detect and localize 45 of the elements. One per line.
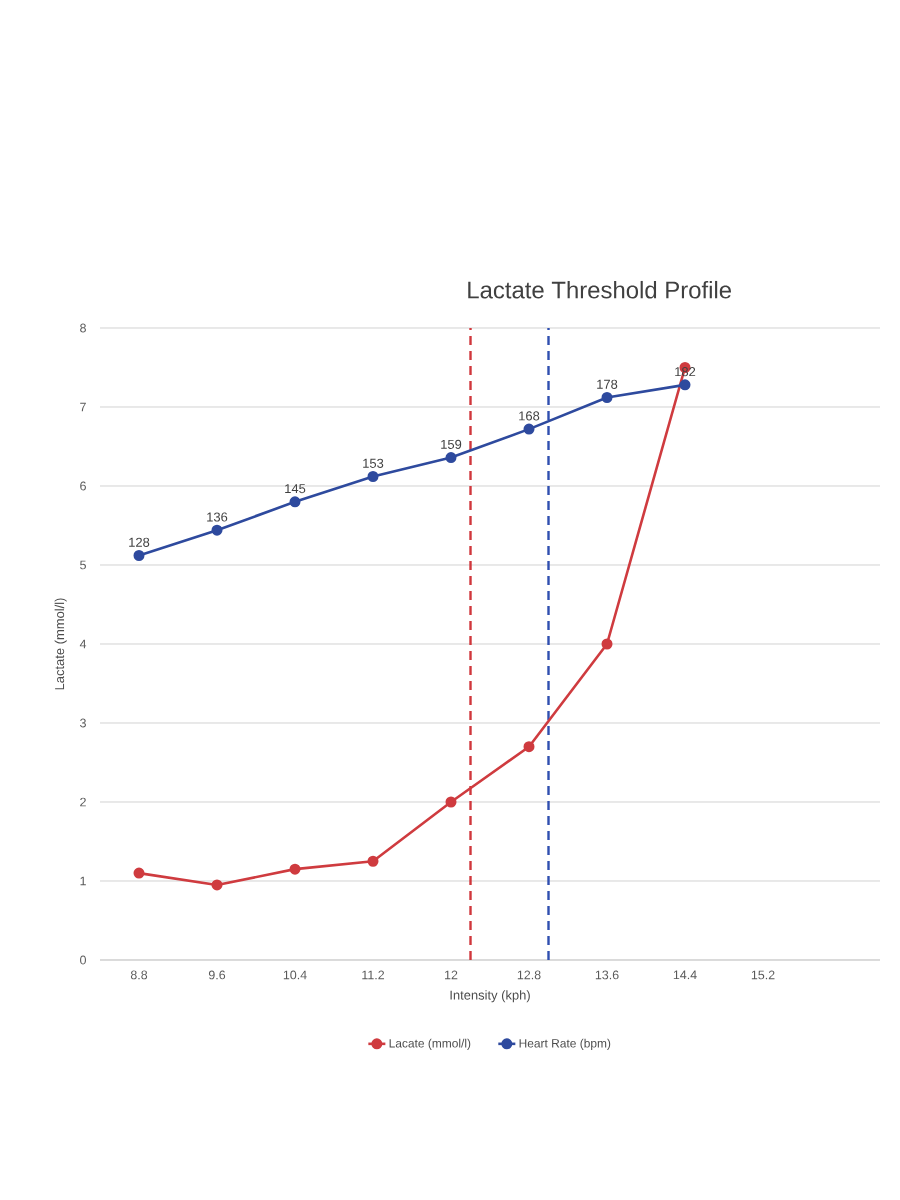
point — [679, 379, 691, 391]
point — [289, 863, 301, 875]
x-tick-label: 11.2 — [362, 970, 385, 980]
point — [523, 741, 535, 753]
data-label: 159 — [441, 439, 462, 449]
y-tick-label: 3 — [80, 718, 86, 728]
point — [601, 638, 613, 650]
x-tick-label: 8.8 — [130, 970, 148, 980]
point — [367, 855, 379, 867]
point — [133, 867, 145, 879]
data-label: 136 — [207, 512, 228, 522]
data-label: 153 — [363, 458, 384, 468]
x-tick-label: 12 — [445, 970, 458, 980]
x-tick-label: 10.4 — [283, 970, 307, 980]
y-tick-label: 7 — [80, 402, 86, 412]
data-label: 168 — [519, 411, 540, 421]
point — [211, 879, 223, 891]
legend-label: Heart Rate (bpm) — [519, 1038, 611, 1050]
x-tick-label: 9.6 — [208, 970, 226, 980]
point — [523, 423, 535, 435]
point — [289, 496, 301, 508]
point — [445, 796, 457, 808]
data-label: 128 — [129, 537, 150, 547]
y-tick-label: 6 — [80, 481, 86, 491]
y-tick-label: 1 — [80, 876, 86, 886]
point — [133, 550, 145, 562]
y-tick-label: 4 — [79, 639, 87, 649]
data-label: 145 — [285, 484, 306, 494]
legend-label: Lacate (mmol/l) — [389, 1038, 471, 1050]
chart-title: Lactate Threshold Profile — [468, 280, 731, 299]
point — [211, 524, 223, 536]
point — [445, 452, 457, 464]
x-axis-title: Intensity (kph) — [450, 990, 530, 1003]
x-tick-label: 12.8 — [517, 970, 541, 980]
y-tick-label: 5 — [80, 560, 86, 570]
point — [601, 392, 613, 404]
data-label: 178 — [597, 379, 618, 389]
point — [367, 471, 379, 483]
y-tick-label: 2 — [80, 797, 86, 807]
x-tick-label: 13.6 — [595, 970, 619, 980]
x-tick-label: 14.4 — [673, 970, 697, 980]
x-tick-label: 15.2 — [751, 970, 775, 980]
y-axis-title: Lactate (mmol/l) — [54, 598, 67, 690]
y-tick-label: 8 — [80, 323, 86, 333]
y-tick-label: 0 — [80, 955, 86, 965]
